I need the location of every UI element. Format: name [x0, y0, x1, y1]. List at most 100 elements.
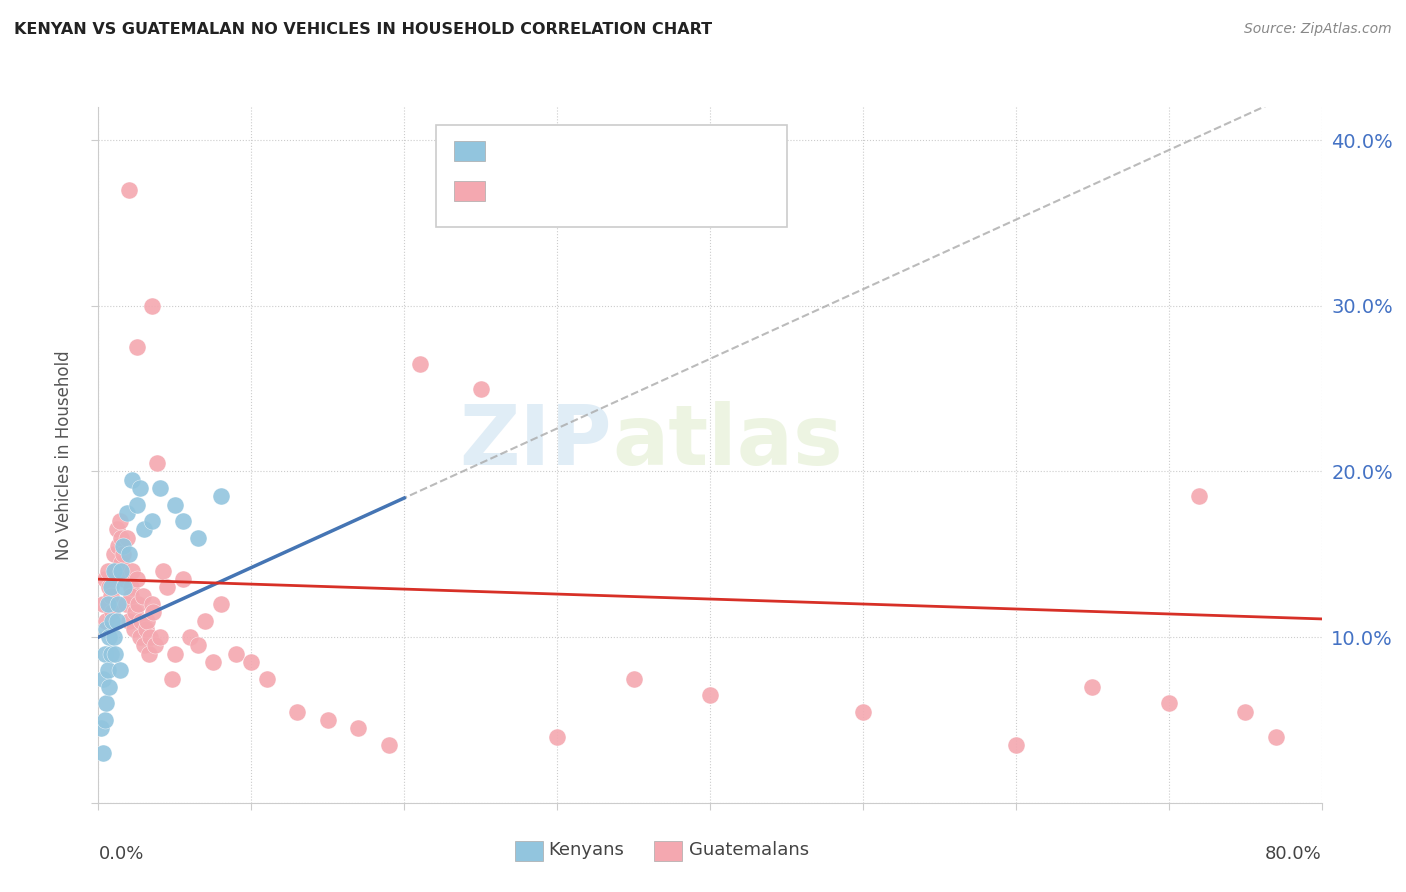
Point	[316, 713, 339, 727]
Point	[101, 605, 124, 619]
Point	[103, 564, 125, 578]
Point	[93, 572, 115, 586]
Point	[118, 547, 141, 561]
Point	[118, 183, 141, 197]
Point	[187, 639, 209, 653]
Point	[136, 614, 159, 628]
Point	[172, 572, 194, 586]
Point	[1004, 738, 1026, 752]
Point	[90, 721, 112, 735]
Point	[110, 531, 132, 545]
Text: atlas: atlas	[612, 401, 844, 482]
Point	[124, 605, 146, 619]
Point	[141, 299, 163, 313]
Point	[120, 581, 142, 595]
Point	[156, 581, 179, 595]
Point	[699, 688, 721, 702]
Point	[546, 730, 568, 744]
Point	[104, 564, 127, 578]
Point	[202, 655, 225, 669]
Point	[128, 630, 150, 644]
Point	[135, 622, 157, 636]
Point	[93, 713, 115, 727]
Point	[122, 622, 145, 636]
Point	[105, 523, 128, 537]
Point	[134, 639, 156, 653]
Point	[121, 473, 143, 487]
Point	[91, 597, 114, 611]
Point	[112, 581, 135, 595]
Point	[132, 589, 155, 603]
Point	[110, 564, 132, 578]
Point	[194, 614, 217, 628]
Point	[100, 581, 122, 595]
Point	[142, 605, 165, 619]
Text: ZIP: ZIP	[460, 401, 612, 482]
Point	[97, 564, 120, 578]
Point	[98, 630, 121, 644]
Point	[103, 630, 125, 644]
Point	[128, 481, 150, 495]
Point	[93, 647, 115, 661]
Point	[108, 514, 131, 528]
Point	[111, 547, 134, 561]
Point	[112, 572, 135, 586]
Y-axis label: No Vehicles in Household: No Vehicles in Household	[55, 350, 73, 560]
Point	[100, 647, 122, 661]
Point	[138, 647, 160, 661]
Text: R =: R =	[494, 147, 527, 165]
Point	[125, 572, 148, 586]
Point	[378, 738, 401, 752]
Point	[1081, 680, 1104, 694]
Point	[94, 622, 117, 636]
Point	[209, 597, 232, 611]
Point	[623, 672, 645, 686]
Point	[143, 639, 166, 653]
Point	[141, 597, 163, 611]
Point	[141, 514, 163, 528]
Point	[115, 597, 138, 611]
Text: 68: 68	[679, 187, 704, 205]
Point	[110, 556, 132, 570]
Point	[121, 564, 143, 578]
Point	[125, 340, 148, 354]
Point	[120, 589, 142, 603]
Text: R =: R =	[494, 187, 527, 205]
Text: 0.323: 0.323	[546, 147, 602, 165]
Point	[94, 614, 117, 628]
Text: Kenyans: Kenyans	[548, 841, 624, 859]
Point	[91, 746, 114, 760]
Point	[470, 382, 492, 396]
Text: 80.0%: 80.0%	[1265, 845, 1322, 863]
Point	[187, 531, 209, 545]
Point	[94, 697, 117, 711]
Text: Guatemalans: Guatemalans	[689, 841, 808, 859]
Point	[101, 614, 124, 628]
Point	[145, 456, 167, 470]
Point	[107, 539, 129, 553]
Point	[107, 597, 129, 611]
Text: N =: N =	[630, 187, 664, 205]
Point	[172, 514, 194, 528]
Point	[117, 506, 139, 520]
Point	[209, 489, 232, 503]
Point	[149, 630, 172, 644]
Text: N =: N =	[630, 147, 664, 165]
Point	[97, 663, 120, 677]
Point	[98, 581, 121, 595]
Point	[240, 655, 263, 669]
Point	[163, 498, 186, 512]
Point	[134, 523, 156, 537]
Text: KENYAN VS GUATEMALAN NO VEHICLES IN HOUSEHOLD CORRELATION CHART: KENYAN VS GUATEMALAN NO VEHICLES IN HOUS…	[14, 22, 713, 37]
Point	[98, 680, 121, 694]
Point	[91, 672, 114, 686]
Point	[1157, 697, 1180, 711]
Point	[408, 357, 430, 371]
Point	[163, 647, 186, 661]
Point	[139, 630, 162, 644]
Point	[127, 597, 149, 611]
Text: Source: ZipAtlas.com: Source: ZipAtlas.com	[1244, 22, 1392, 37]
Point	[97, 597, 120, 611]
Point	[1234, 705, 1257, 719]
Point	[152, 564, 174, 578]
